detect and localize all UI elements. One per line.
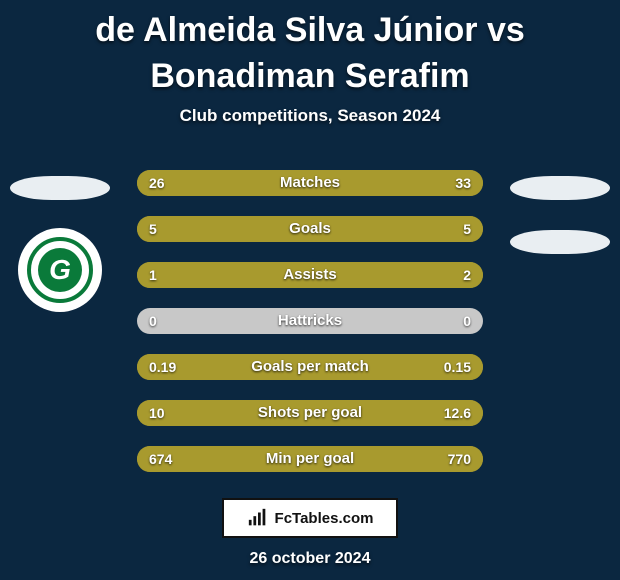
- stat-row: 00Hattricks: [137, 308, 483, 334]
- stat-row: 2633Matches: [137, 170, 483, 196]
- stat-label: Assists: [137, 262, 483, 288]
- brand-text: FcTables.com: [275, 510, 374, 527]
- stat-label: Goals per match: [137, 354, 483, 380]
- brand-box[interactable]: FcTables.com: [222, 498, 398, 538]
- stat-row: 674770Min per goal: [137, 446, 483, 472]
- stat-label: Hattricks: [137, 308, 483, 334]
- stat-row: 55Goals: [137, 216, 483, 242]
- stat-row: 12Assists: [137, 262, 483, 288]
- stat-row: 0.190.15Goals per match: [137, 354, 483, 380]
- brand-chart-icon: [247, 507, 269, 529]
- stat-label: Matches: [137, 170, 483, 196]
- stat-label: Goals: [137, 216, 483, 242]
- stat-row: 1012.6Shots per goal: [137, 400, 483, 426]
- stat-label: Min per goal: [137, 446, 483, 472]
- subtitle: Club competitions, Season 2024: [0, 106, 620, 126]
- stats-area: 2633Matches 55Goals 12Assists 00Hattricks 0.…: [0, 170, 620, 492]
- stat-label: Shots per goal: [137, 400, 483, 426]
- date-label: 26 october 2024: [0, 550, 620, 568]
- page-title: de Almeida Silva Júnior vs Bonadiman Ser…: [0, 0, 620, 100]
